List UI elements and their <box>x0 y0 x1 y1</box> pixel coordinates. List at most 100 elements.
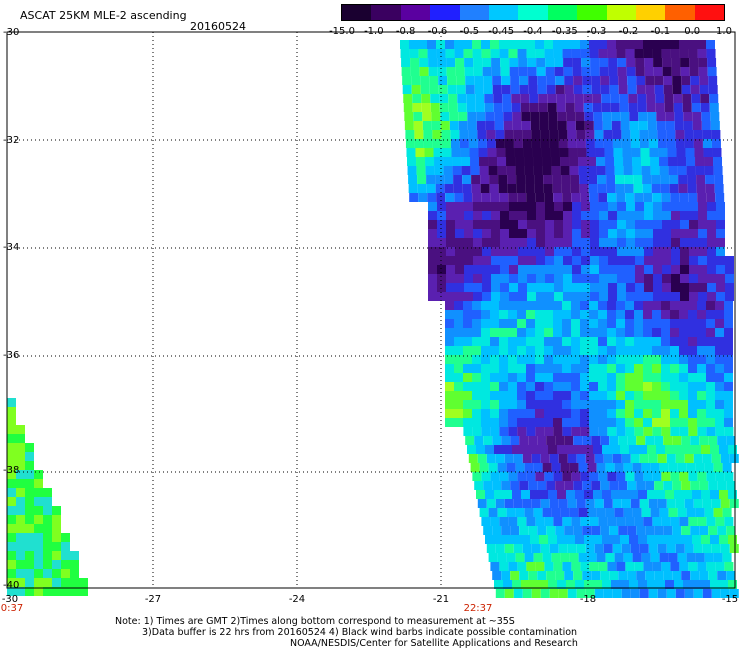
swath-pixel <box>404 121 414 130</box>
swath-pixel <box>559 148 569 157</box>
swath-pixel <box>544 562 554 571</box>
swath-pixel <box>607 301 616 310</box>
swath-pixel <box>532 148 542 157</box>
swath-pixel <box>707 211 716 220</box>
swath-pixel <box>614 157 624 166</box>
swath-pixel <box>43 515 52 524</box>
swath-pixel <box>608 247 617 256</box>
swath-pixel <box>538 94 548 103</box>
swath-pixel <box>652 472 662 481</box>
swath-pixel <box>544 364 553 373</box>
swath-pixel <box>605 553 615 562</box>
swath-pixel <box>668 553 678 562</box>
swath-pixel <box>512 112 522 121</box>
swath-pixel <box>467 112 477 121</box>
swath-pixel <box>472 49 482 58</box>
swath-pixel <box>680 283 689 292</box>
swath-pixel <box>428 256 437 265</box>
swath-pixel <box>517 382 526 391</box>
swath-pixel <box>581 202 590 211</box>
swath-pixel <box>530 490 539 499</box>
swath-pixel <box>500 202 509 211</box>
swath-pixel <box>417 175 427 184</box>
swath-pixel <box>79 587 88 596</box>
swath-pixel <box>720 589 730 598</box>
swath-pixel <box>535 49 545 58</box>
swath-pixel <box>638 112 648 121</box>
swath-pixel <box>428 274 437 283</box>
swath-pixel <box>542 508 552 517</box>
swath-pixel <box>517 337 526 346</box>
swath-pixel <box>635 247 644 256</box>
swath-pixel <box>616 40 625 49</box>
swath-pixel <box>512 445 521 454</box>
swath-pixel <box>643 400 652 409</box>
swath-pixel <box>715 373 724 382</box>
swath-pixel <box>660 175 670 184</box>
swath-pixel <box>713 463 723 472</box>
swath-pixel <box>616 382 625 391</box>
swath-pixel <box>580 49 590 58</box>
swath-pixel <box>672 571 682 580</box>
swath-pixel <box>681 571 691 580</box>
swath-pixel <box>715 319 724 328</box>
swath-pixel <box>602 490 611 499</box>
swath-pixel <box>549 454 559 463</box>
swath-pixel <box>521 535 530 544</box>
swath-pixel <box>698 67 708 76</box>
swath-pixel <box>436 193 446 202</box>
swath-pixel <box>698 247 707 256</box>
swath-pixel <box>693 499 703 508</box>
swath-pixel <box>589 193 599 202</box>
swath-pixel <box>454 40 463 49</box>
swath-pixel <box>702 544 712 553</box>
swath-pixel <box>631 148 641 157</box>
swath-pixel <box>589 373 598 382</box>
swath-pixel <box>555 436 565 445</box>
swath-pixel <box>571 49 581 58</box>
swath-pixel <box>510 436 520 445</box>
swath-pixel <box>716 256 725 265</box>
swath-pixel <box>533 508 543 517</box>
swath-pixel <box>479 166 489 175</box>
swath-pixel <box>618 436 628 445</box>
swath-pixel <box>531 589 541 598</box>
swath-pixel <box>421 94 431 103</box>
swath-pixel <box>697 328 706 337</box>
swath-pixel <box>599 229 608 238</box>
swath-pixel <box>589 382 598 391</box>
swath-pixel <box>454 391 463 400</box>
swath-pixel <box>464 247 473 256</box>
swath-pixel <box>633 184 643 193</box>
swath-pixel <box>455 211 464 220</box>
swath-pixel <box>605 463 615 472</box>
swath-pixel <box>578 166 588 175</box>
swath-pixel <box>706 409 715 418</box>
swath-pixel <box>472 355 481 364</box>
swath-pixel <box>446 229 455 238</box>
swath-pixel <box>427 49 437 58</box>
swath-pixel <box>569 463 579 472</box>
swath-pixel <box>706 400 715 409</box>
swath-pixel <box>596 553 606 562</box>
swath-pixel <box>535 382 544 391</box>
swath-pixel <box>450 130 460 139</box>
swath-pixel <box>428 238 437 247</box>
swath-pixel <box>402 76 412 85</box>
swath-pixel <box>490 319 499 328</box>
swath-pixel <box>16 497 25 506</box>
swath-pixel <box>726 526 736 535</box>
swath-pixel <box>472 301 481 310</box>
swath-pixel <box>473 202 482 211</box>
swath-pixel <box>670 427 680 436</box>
swath-pixel <box>680 229 689 238</box>
swath-pixel <box>16 470 25 479</box>
swath-pixel <box>706 418 715 427</box>
swath-pixel <box>688 517 698 526</box>
swath-pixel <box>665 121 675 130</box>
swath-pixel <box>528 85 538 94</box>
swath-pixel <box>473 256 482 265</box>
swath-pixel <box>572 229 581 238</box>
swath-pixel <box>527 220 536 229</box>
data-swaths <box>7 40 739 598</box>
